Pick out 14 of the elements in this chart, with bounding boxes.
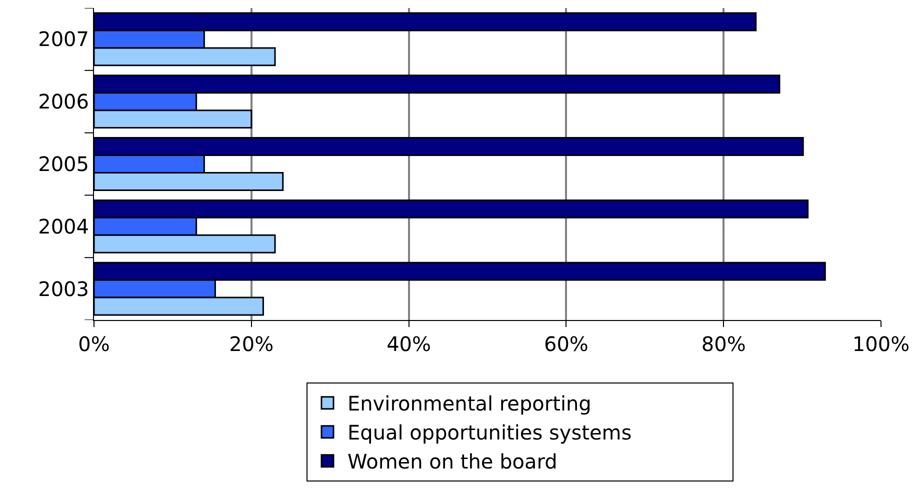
- x-tick-label: 80%: [701, 332, 746, 356]
- x-tick-label: 100%: [852, 332, 910, 356]
- x-tick-label: 0%: [78, 332, 110, 356]
- x-tick-label: 20%: [229, 332, 274, 356]
- x-tick-label: 40%: [386, 332, 432, 356]
- y-tick-label: 2003: [38, 276, 89, 301]
- legend-label: Women on the board: [347, 450, 558, 474]
- y-tick-label: 2005: [38, 152, 89, 176]
- legend-label: Equal opportunities systems: [347, 420, 632, 445]
- x-tick-label: 60%: [544, 332, 588, 356]
- y-tick-label: 2004: [38, 214, 89, 238]
- legend-label: Environmental reporting: [347, 392, 592, 416]
- y-tick-label: 2007: [38, 27, 89, 52]
- y-tick-label: 2006: [38, 90, 89, 114]
